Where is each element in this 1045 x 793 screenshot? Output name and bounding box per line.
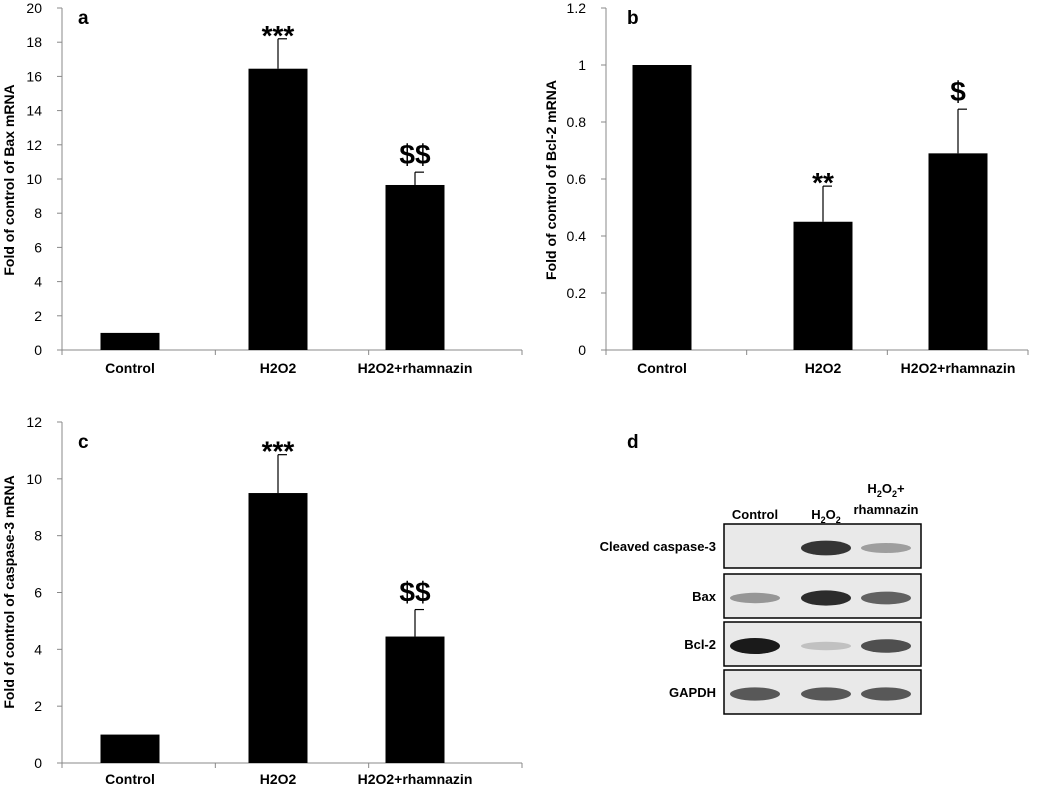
panel-label-d: d [627,432,639,453]
x-category-label: Control [637,360,687,376]
y-tick-label: 0 [578,342,586,358]
y-tick-label: 0.2 [567,285,587,301]
panel-label-b: b [627,8,639,29]
blot-band [730,687,780,701]
blot-band [730,638,780,654]
y-tick-label: 18 [26,34,42,50]
x-category-label: Control [105,771,155,787]
y-tick-label: 10 [26,171,42,187]
bar-h2o2 [248,68,308,350]
x-category-label: H2O2 [805,360,842,376]
blot-rows: Cleaved caspase-3 Bax Bcl-2 GAPDH [600,523,922,715]
y-tick-label: 10 [26,471,42,487]
blot-band [861,639,911,653]
y-tick-label: 2 [34,698,42,714]
western-blot-panel: d Control H2O2 H2O2+ rhamnazin Cleaved c… [600,432,922,715]
blot-band [801,687,851,701]
blot-column-control: Control [732,507,778,522]
x-category-label: H2O2+rhamnazin [358,771,473,787]
y-tick-label: 0.4 [567,228,587,244]
x-category-label: H2O2 [260,771,297,787]
y-tick-label: 0 [34,755,42,771]
bar-h2o2 [248,493,308,763]
blot-column-h2o2: H2O2 [811,507,841,525]
blot-band [801,590,851,606]
y-tick-label: 8 [34,528,42,544]
y-tick-label: 4 [34,274,42,290]
bar-control [632,65,692,350]
bar-h2o2-rhamnazin [385,184,445,350]
y-tick-label: 6 [34,239,42,255]
chart-bax-mrna: a Fold of control of Bax mRNA 0 2 4 6 8 10 12 1… [1,0,523,376]
x-category-label: Control [105,360,155,376]
blot-row-label: Cleaved caspase-3 [600,539,716,554]
bar-h2o2 [793,221,853,350]
blot-band [861,591,911,605]
blot-band [861,687,911,701]
y-axis-label-b: Fold of control of Bcl-2 mRNA [543,80,559,280]
y-tick-label: 4 [34,641,42,657]
bar-control [100,734,160,763]
significance-marker: *** [262,436,295,467]
y-axis-label-a: Fold of control of Bax mRNA [1,84,17,275]
blot-band [730,592,780,604]
blot-band [801,540,851,556]
y-tick-label: 16 [26,68,42,84]
panel-label-c: c [78,432,89,453]
significance-marker: *** [262,20,295,51]
blot-column-rhamnazin: rhamnazin [853,502,918,517]
y-tick-label: 14 [26,103,42,119]
blot-row-label: Bax [692,589,717,604]
y-tick-label: 12 [26,137,42,153]
blot-column-h2o2-plus: H2O2+ [867,481,905,499]
chart-caspase3-mrna: c Fold of control of caspase-3 mRNA 0 2 4 6… [1,414,523,787]
y-axis-label-c: Fold of control of caspase-3 mRNA [1,475,17,708]
blot-row-label: GAPDH [669,685,716,700]
x-category-label: H2O2+rhamnazin [358,360,473,376]
y-tick-label: 1 [578,57,586,73]
significance-marker: $$ [399,139,431,170]
y-tick-label: 12 [26,414,42,430]
blot-band [861,543,911,553]
x-category-label: H2O2+rhamnazin [901,360,1016,376]
y-tick-label: 6 [34,585,42,601]
x-category-label: H2O2 [260,360,297,376]
significance-marker: $$ [399,577,431,608]
chart-bcl2-mRNA: b Fold of control of Bcl-2 mRNA 0 0.2 0.4 0… [543,0,1029,376]
blot-band [801,641,851,651]
y-tick-label: 1.2 [567,0,587,16]
blot-row-label: Bcl-2 [684,637,716,652]
y-tick-label: 0.8 [567,114,587,130]
y-tick-label: 8 [34,205,42,221]
y-tick-label: 0 [34,342,42,358]
bar-h2o2-rhamnazin [385,636,445,763]
y-tick-label: 20 [26,0,42,16]
significance-marker: $ [950,76,966,107]
bar-h2o2-rhamnazin [928,153,988,350]
significance-marker: ** [812,167,834,198]
bar-control [100,332,160,350]
y-tick-label: 2 [34,308,42,324]
panel-label-a: a [78,8,89,29]
y-tick-label: 0.6 [567,171,587,187]
